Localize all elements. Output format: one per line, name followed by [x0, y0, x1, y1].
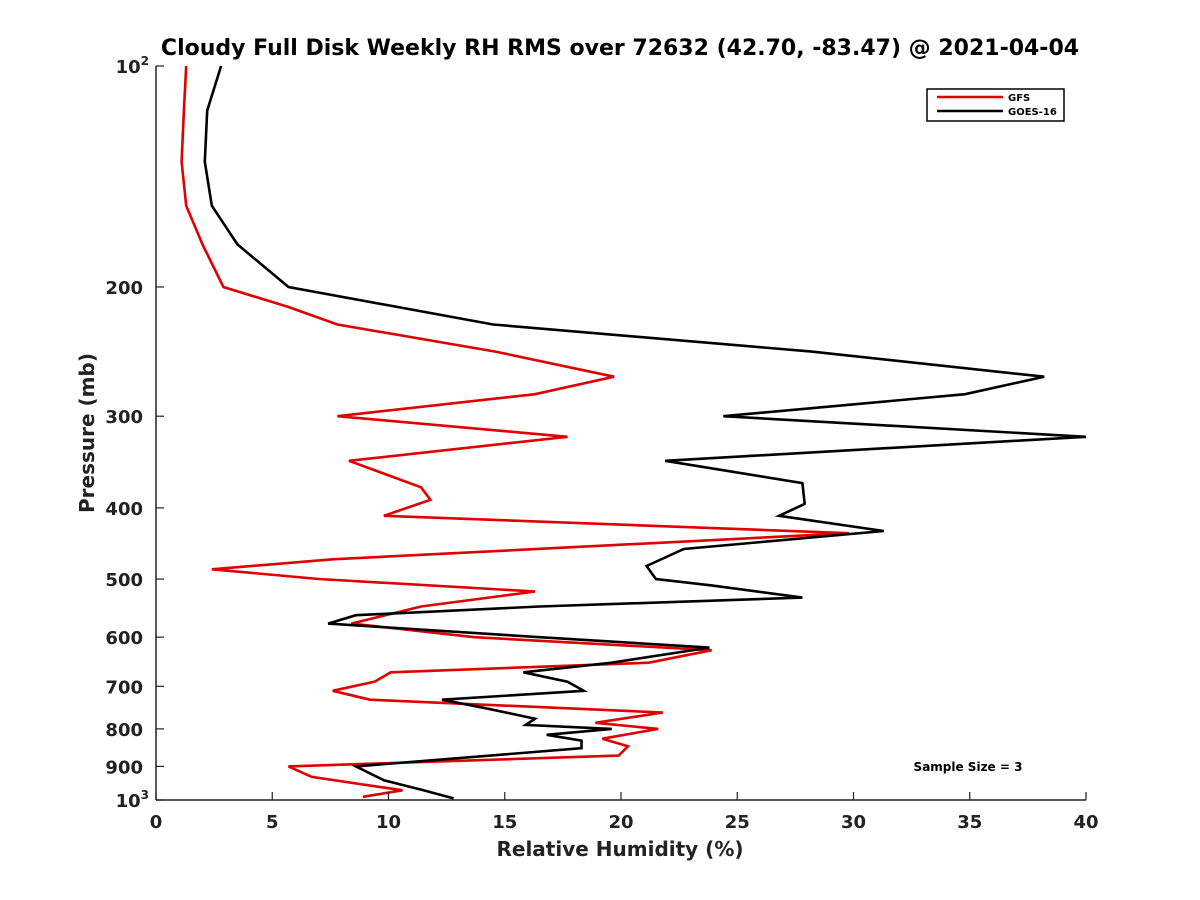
x-tick-label-2: 10: [376, 812, 401, 833]
y-tick-label-1: 200: [105, 278, 143, 299]
sample-size-annotation: Sample Size = 3: [914, 760, 1023, 774]
y-tick-label-2: 300: [105, 407, 143, 428]
x-tick-label-1: 5: [266, 812, 279, 833]
x-tick-label-4: 20: [608, 812, 633, 833]
legend: GFS GOES-16: [926, 88, 1065, 122]
legend-label-gfs: GFS: [1008, 93, 1030, 104]
y-tick-label-5: 600: [105, 628, 143, 649]
series-line-gfs: [180, 65, 849, 799]
x-axis-label: Relative Humidity (%): [496, 837, 743, 861]
y-tick-label-3: 400: [105, 499, 143, 520]
plot-axes: [155, 66, 1086, 801]
legend-label-goes16: GOES-16: [1008, 107, 1057, 118]
y-tick-label-8: 900: [105, 757, 143, 778]
y-tick-label-0: 102: [116, 54, 149, 78]
chart-title: Cloudy Full Disk Weekly RH RMS over 7263…: [161, 36, 1079, 61]
x-tick-label-6: 30: [841, 812, 866, 833]
series-layer: [180, 65, 1087, 800]
x-tick-label-3: 15: [492, 812, 517, 833]
x-tick-label-5: 25: [725, 812, 750, 833]
x-tick-label-7: 35: [957, 812, 982, 833]
y-axis-label: Pressure (mb): [75, 353, 99, 513]
y-tick-label-9: 103: [116, 788, 149, 812]
tick-layer: 0 5 10 15 20 25 30 35 40 102 200 300 400 500 600 700 800…: [105, 54, 1098, 833]
x-tick-label-0: 0: [150, 812, 163, 833]
x-tick-label-8: 40: [1073, 812, 1098, 833]
y-tick-label-4: 500: [105, 570, 143, 591]
y-tick-label-6: 700: [105, 677, 143, 698]
y-tick-label-7: 800: [105, 720, 143, 741]
legend-box: [926, 88, 1065, 122]
series-line-goes16: [203, 65, 1087, 800]
